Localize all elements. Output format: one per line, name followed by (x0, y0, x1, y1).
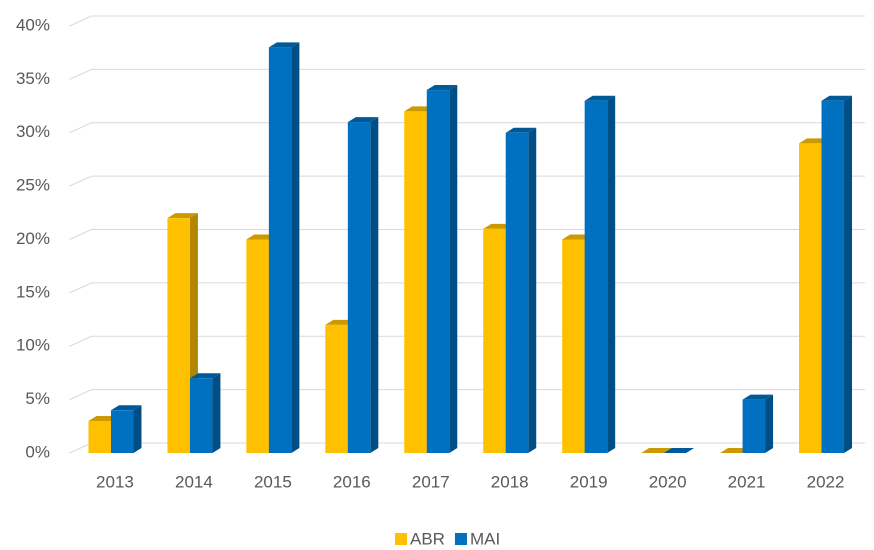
x-tick-label: 2022 (807, 472, 845, 491)
y-tick-label: 35% (16, 69, 50, 88)
grid-line (69, 175, 865, 187)
legend-swatch (454, 533, 467, 545)
legend-swatch (395, 533, 407, 545)
bar (426, 85, 458, 454)
bar (505, 127, 537, 453)
bar-front (325, 324, 348, 453)
bar-side (291, 42, 300, 453)
bar-side (370, 117, 379, 453)
bar-side (528, 127, 537, 453)
bar-front (246, 239, 269, 453)
bar (189, 373, 221, 453)
bar-front (505, 132, 529, 453)
bar (347, 117, 379, 453)
bar-top (584, 95, 616, 101)
bar-side (449, 85, 458, 454)
grid-line (69, 122, 865, 134)
y-tick-label: 20% (16, 229, 50, 248)
bar (584, 95, 616, 453)
bar-front (268, 47, 292, 453)
bar-front (483, 228, 506, 453)
bar-top (189, 373, 221, 379)
x-tick-label: 2015 (254, 472, 292, 491)
bar-top (167, 213, 198, 219)
bar-side (212, 373, 221, 453)
bar-side (844, 95, 853, 453)
bar (821, 95, 853, 453)
grid-line (69, 68, 865, 80)
bar-side (765, 394, 774, 453)
bar-front (799, 143, 822, 454)
y-tick-label: 15% (16, 282, 50, 301)
y-tick-label: 40% (16, 15, 50, 34)
y-tick-label: 30% (16, 122, 50, 141)
bar-front (347, 122, 371, 453)
bar-top (268, 42, 300, 48)
bar-front (110, 410, 134, 453)
grid-line (69, 15, 865, 27)
bar-front (562, 239, 585, 453)
bar-side (607, 95, 616, 453)
bar-front (821, 100, 845, 453)
bar-front (189, 378, 213, 453)
x-tick-label: 2018 (491, 472, 529, 491)
bar-front (426, 90, 450, 454)
x-tick-label: 2020 (649, 472, 687, 491)
bar (663, 448, 695, 453)
x-tick-label: 2016 (333, 472, 371, 491)
bar (641, 448, 672, 453)
legend-label: MAI (470, 529, 500, 548)
y-tick-label: 10% (16, 336, 50, 355)
x-tick-label: 2014 (175, 472, 213, 491)
bar-front (167, 218, 190, 453)
bar-front (584, 100, 608, 453)
y-tick-label: 5% (25, 389, 50, 408)
bar-top (110, 405, 142, 411)
bar (268, 42, 300, 453)
bar-top (347, 117, 379, 123)
y-tick-label: 25% (16, 176, 50, 195)
bar-top (663, 448, 695, 453)
bar-front (88, 420, 111, 453)
bar-front (404, 111, 427, 454)
bar-top (426, 85, 458, 91)
bar (110, 405, 142, 453)
bar-front (742, 399, 766, 453)
x-tick-label: 2013 (96, 472, 134, 491)
bar-top (505, 127, 537, 133)
bar-top (742, 394, 774, 400)
x-tick-label: 2019 (570, 472, 608, 491)
bar-top (821, 95, 853, 101)
bar-top (641, 448, 672, 453)
y-tick-label: 0% (25, 442, 50, 461)
x-tick-label: 2017 (412, 472, 450, 491)
bar (742, 394, 774, 453)
legend-label: ABR (410, 529, 445, 548)
x-tick-label: 2021 (728, 472, 766, 491)
bar-side (133, 405, 142, 453)
